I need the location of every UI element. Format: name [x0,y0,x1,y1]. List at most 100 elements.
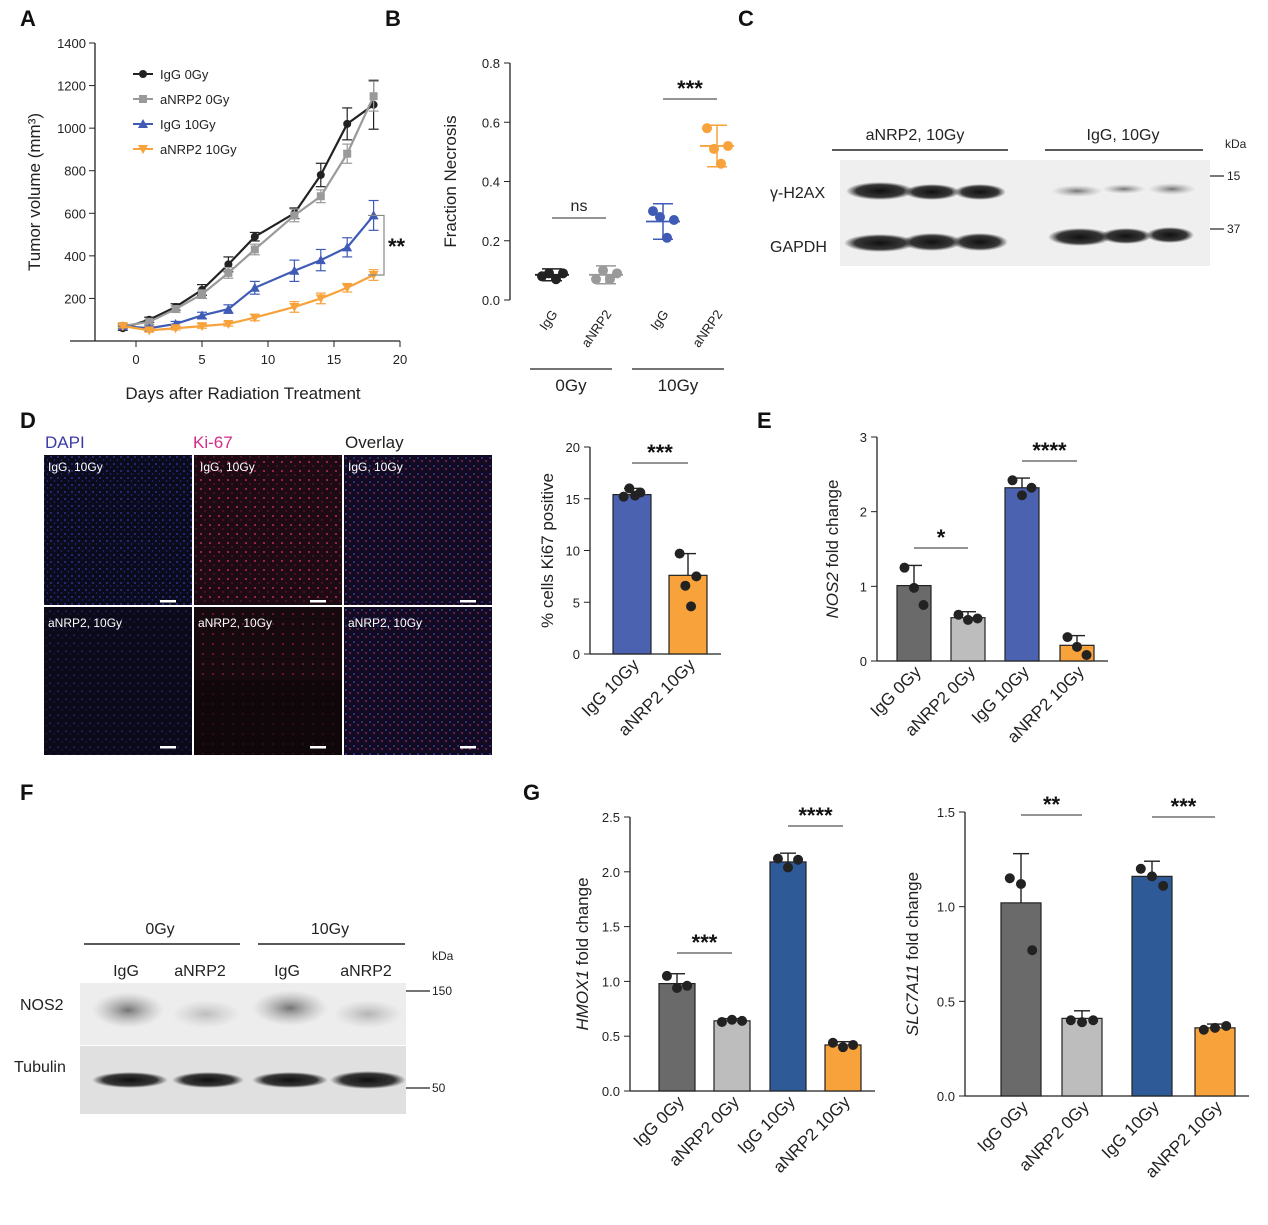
y-tick-label: 1200 [57,79,86,94]
data-point [772,853,783,864]
blot-c-band [954,184,1006,200]
x-tick-label: aNRP2 [578,307,614,350]
y-tick-label: 0 [573,647,580,662]
data-point [170,324,181,334]
y-tick-label: 1.5 [602,920,620,935]
micrograph-row-label: aNRP2, 10Gy [198,616,272,630]
micrograph-dapi-anrp2 [44,607,192,755]
bar [1000,902,1042,1097]
blot-c-band [846,182,914,200]
data-point [197,310,207,320]
data-point [289,302,300,312]
blot-c-group-1: aNRP2, 10Gy [866,127,965,144]
data-point [290,211,299,220]
data-point [1027,945,1038,956]
y-axis-label: % cells Ki67 positive [538,473,557,628]
blot-c-band [1146,227,1194,243]
data-point [369,92,378,101]
blot-f-row-1: NOS2 [20,997,64,1014]
data-point [343,119,352,128]
micrograph-dark-region [194,680,342,755]
y-tick-label: 0.0 [602,1084,620,1099]
micrograph-row-label: aNRP2, 10Gy [348,616,422,630]
y-tick-label: 0.8 [482,56,500,71]
data-point [709,143,719,154]
chart-b-fraction-necrosis: 0.0 0.2 0.4 0.6 0.8 Fraction Necrosis IgG aNRP2… [441,56,734,395]
data-point [598,265,608,276]
data-point [223,319,234,329]
blot-f-band [92,1072,168,1088]
series-line [122,274,375,332]
blot-f-band [252,1072,328,1088]
x-tick-label: 10 [261,352,275,367]
data-point [686,601,697,612]
significance-label: **** [798,803,833,828]
blot-c-group-2: IgG, 10Gy [1087,127,1160,144]
data-point [612,268,622,279]
data-point [661,970,672,981]
x-tick-label: IgG 0Gy [974,1097,1033,1156]
panel-label-e: E [757,408,772,433]
blot-f-marker-150: 150 [432,984,452,998]
data-point [1081,650,1092,661]
blot-c-band [1048,228,1112,246]
data-point [737,1015,748,1026]
scale-bar [160,600,176,603]
blot-c-marker-15: 15 [1227,169,1241,183]
data-point [1072,641,1082,652]
data-point [138,145,148,154]
panel-label-f: F [20,780,33,805]
scale-bar [160,746,176,749]
bar [713,1020,751,1092]
x-tick-label: 5 [198,352,205,367]
data-point [624,483,635,494]
y-axis-label-gene: SLC7A11 [903,965,922,1037]
blot-f-lane: aNRP2 [340,963,392,980]
data-point [618,491,629,502]
y-tick-label: 800 [64,164,86,179]
micrograph-row-label: IgG, 10Gy [348,460,403,474]
y-tick-label: 1000 [57,121,86,136]
significance-label: ns [571,198,588,215]
data-point [1016,878,1026,889]
y-tick-label: 0.6 [482,115,500,130]
data-point [197,322,207,332]
data-point [793,854,804,865]
data-point [918,600,929,610]
data-point [558,268,568,279]
y-axis-label: Tumor volume (mm³) [25,113,44,271]
panel-label-c: C [738,6,754,31]
series-line [122,95,375,328]
x-tick-label: IgG [536,307,560,333]
blot-f-band [172,1072,244,1088]
y-tick-label: 0.0 [937,1089,955,1104]
blot-c-band [1148,183,1196,195]
y-axis-label-rest: fold change [903,872,922,965]
blot-f-lane: IgG [113,963,139,980]
significance-label: *** [1171,794,1197,819]
data-point [1158,880,1169,891]
micrograph-row-label: IgG, 10Gy [200,460,255,474]
data-point [289,265,300,275]
data-point [1147,871,1157,882]
panel-label-g: G [523,780,540,805]
data-point [635,487,646,498]
bar [612,494,652,655]
data-point [315,294,326,304]
y-tick-label: 2 [860,505,867,520]
y-axis-label: NOS2 fold change [823,480,842,619]
blot-c-band [902,233,962,251]
data-point [249,282,260,292]
y-tick-label: 10 [566,544,580,559]
data-point [1088,1015,1099,1026]
y-axis-label-gene: NOS2 [823,572,842,619]
data-point [1062,632,1073,643]
blot-f-kda: kDa [432,949,454,963]
bar [1004,487,1040,662]
y-axis-label: SLC7A11 fold change [903,872,922,1036]
bar [658,982,696,1092]
scale-bar [460,746,476,749]
micrograph-row-label: aNRP2, 10Gy [48,616,122,630]
